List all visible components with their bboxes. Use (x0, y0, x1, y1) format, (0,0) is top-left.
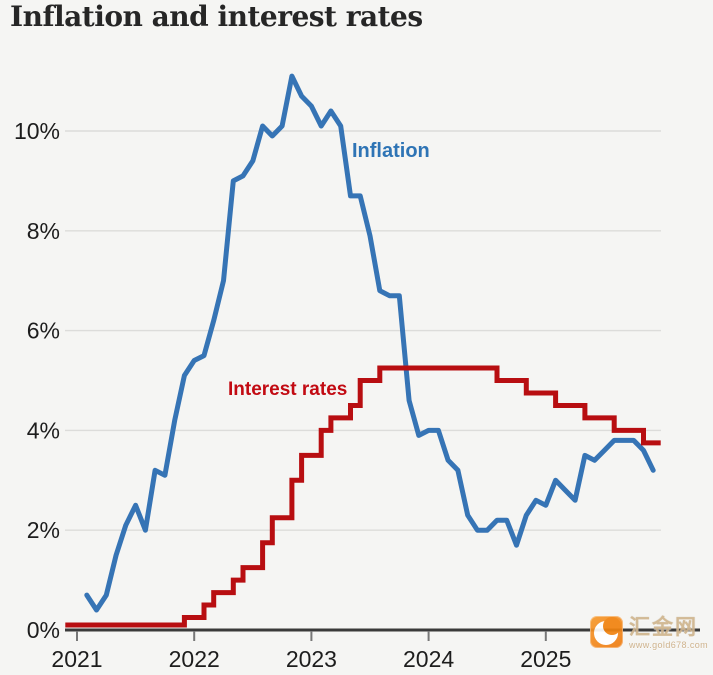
x-axis-ticks-labels: 2021 2022 2023 2024 2025 (51, 631, 571, 672)
watermark-site-url: www.gold678.com (629, 640, 709, 650)
x-tick-label: 2022 (169, 646, 220, 672)
interest-rates-series-label: Interest rates (228, 379, 348, 400)
gold678-crescent-logo-icon (590, 616, 623, 648)
y-tick-label: 4% (27, 417, 60, 443)
x-tick-label: 2025 (520, 646, 571, 672)
watermark-site-name: 汇金网 (629, 615, 698, 639)
chart-title: Inflation and interest rates (10, 0, 423, 33)
y-axis-labels: 0% 2% 4% 6% 8% 10% (14, 118, 60, 643)
y-tick-label: 10% (14, 118, 60, 144)
y-tick-label: 0% (27, 617, 60, 643)
watermark-text: 汇金网 www.gold678.com (629, 616, 708, 650)
interest-rate-line (65, 365, 661, 628)
inflation-series-label: Inflation (352, 140, 430, 162)
gridlines (65, 130, 661, 531)
y-tick-label: 8% (27, 218, 60, 244)
x-tick-label: 2021 (51, 646, 102, 672)
watermark: 汇金网 www.gold678.com (590, 616, 708, 650)
x-tick-label: 2023 (286, 646, 337, 672)
x-tick-label: 2024 (403, 646, 454, 672)
y-tick-label: 6% (27, 318, 60, 344)
y-tick-label: 2% (27, 517, 60, 543)
inflation-line (84, 73, 656, 613)
